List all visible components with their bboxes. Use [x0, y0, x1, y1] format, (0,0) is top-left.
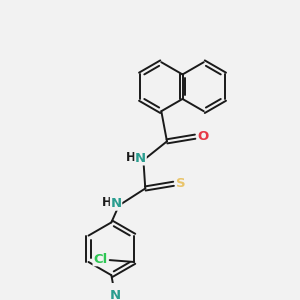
- Text: N: N: [135, 152, 146, 165]
- Text: O: O: [197, 130, 208, 143]
- Text: H: H: [102, 196, 112, 209]
- Text: N: N: [110, 197, 122, 210]
- Text: N: N: [110, 290, 121, 300]
- Text: Cl: Cl: [93, 253, 107, 266]
- Text: S: S: [176, 177, 186, 190]
- Text: H: H: [126, 151, 136, 164]
